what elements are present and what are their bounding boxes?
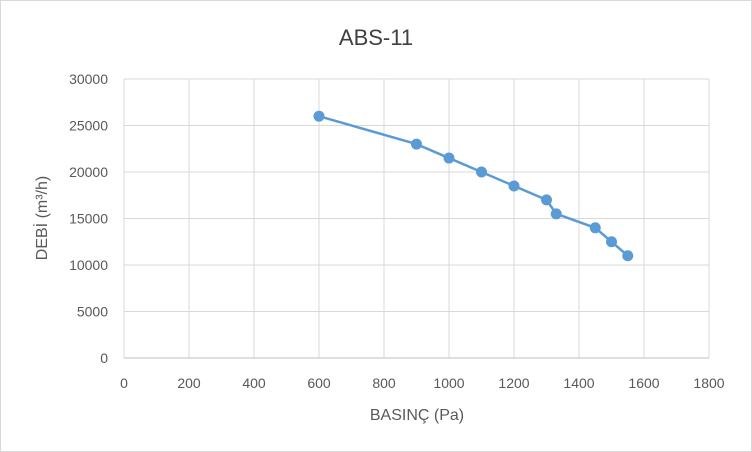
chart-title: ABS-11 bbox=[339, 25, 413, 50]
series-line bbox=[318, 114, 629, 257]
x-tick-label: 1200 bbox=[498, 375, 529, 391]
x-tick-label: 1000 bbox=[433, 375, 464, 391]
data-point bbox=[313, 110, 325, 122]
x-tick-label: 1800 bbox=[693, 375, 724, 391]
data-series bbox=[313, 110, 634, 262]
y-axis-title: DEBİ (m³/h) bbox=[32, 176, 51, 260]
data-point bbox=[476, 166, 487, 178]
x-tick-label: 1400 bbox=[563, 375, 594, 391]
x-tick-label: 0 bbox=[120, 375, 128, 391]
data-point bbox=[606, 236, 617, 248]
y-tick-label: 5000 bbox=[77, 304, 108, 320]
x-tick-label: 600 bbox=[307, 375, 331, 391]
grid-lines bbox=[123, 78, 710, 358]
data-point bbox=[541, 194, 552, 206]
data-point bbox=[411, 138, 422, 150]
data-point bbox=[622, 250, 634, 262]
data-point bbox=[550, 208, 562, 220]
x-tick-label: 800 bbox=[372, 375, 396, 391]
axes: 0 200 400 600 800 1000 1200 1400 1600 1800 0 5000 10… bbox=[69, 71, 725, 391]
y-tick-label: 0 bbox=[100, 350, 108, 366]
y-tick-label: 15000 bbox=[69, 211, 108, 227]
x-tick-label: 400 bbox=[242, 375, 266, 391]
y-tick-label: 25000 bbox=[69, 118, 108, 134]
data-point bbox=[589, 222, 601, 234]
x-tick-label: 1600 bbox=[628, 375, 659, 391]
x-axis-title: BASINÇ (Pa) bbox=[370, 407, 464, 424]
y-tick-label: 10000 bbox=[69, 257, 108, 273]
data-point bbox=[508, 180, 520, 192]
x-tick-label: 200 bbox=[177, 375, 201, 391]
data-point bbox=[443, 152, 455, 164]
y-tick-label: 30000 bbox=[69, 71, 108, 87]
y-tick-label: 20000 bbox=[69, 164, 108, 180]
